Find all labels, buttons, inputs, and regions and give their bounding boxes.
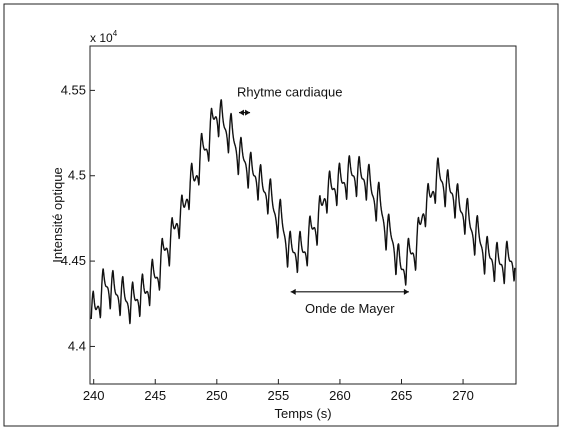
y-exponent-label: x 104	[90, 29, 118, 45]
y-tick-label: 4.45	[61, 253, 86, 268]
x-tick-label: 250	[206, 388, 228, 403]
annotations: Rhytme cardiaque Onde de Mayer	[237, 85, 409, 316]
x-tick-label: 265	[391, 388, 413, 403]
x-tick-label: 240	[83, 388, 105, 403]
y-axis-ticks: 4.4 4.45 4.5 4.55	[61, 82, 95, 353]
mayer-wave-arrow	[290, 288, 409, 295]
x-tick-label: 245	[144, 388, 166, 403]
y-axis-label: Intensité optique	[50, 167, 65, 262]
cardiac-rhythm-label: Rhytme cardiaque	[237, 85, 342, 100]
x-tick-label: 270	[452, 388, 474, 403]
cardiac-rhythm-arrow	[238, 109, 251, 116]
x-axis-label: Temps (s)	[274, 406, 331, 421]
x-axis-ticks: 240 245 250 255 260 265 270	[83, 379, 474, 403]
x-tick-label: 255	[268, 388, 290, 403]
mayer-wave-label: Onde de Mayer	[305, 301, 395, 316]
y-tick-label: 4.55	[61, 82, 86, 97]
y-tick-label: 4.4	[68, 338, 86, 353]
plot-area	[89, 45, 517, 385]
intensity-series-line	[90, 99, 516, 325]
y-tick-label: 4.5	[68, 168, 86, 183]
x-tick-label: 260	[329, 388, 351, 403]
